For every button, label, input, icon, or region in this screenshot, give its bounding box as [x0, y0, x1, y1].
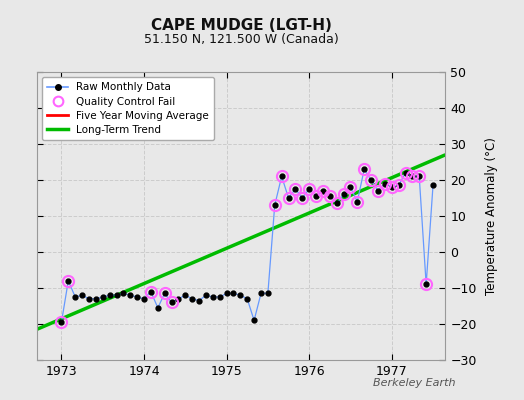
Legend: Raw Monthly Data, Quality Control Fail, Five Year Moving Average, Long-Term Tren: Raw Monthly Data, Quality Control Fail, … [42, 77, 214, 140]
Text: CAPE MUDGE (LGT-H): CAPE MUDGE (LGT-H) [150, 18, 332, 33]
Y-axis label: Temperature Anomaly (°C): Temperature Anomaly (°C) [485, 137, 498, 295]
Text: Berkeley Earth: Berkeley Earth [374, 378, 456, 388]
Text: 51.150 N, 121.500 W (Canada): 51.150 N, 121.500 W (Canada) [144, 33, 339, 46]
